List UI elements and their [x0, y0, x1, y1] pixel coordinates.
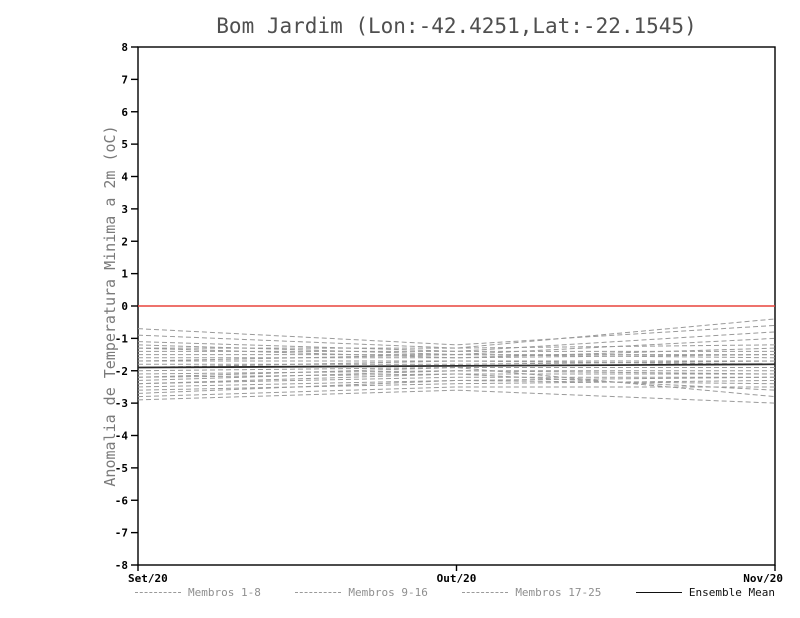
legend-label: Ensemble Mean	[688, 586, 775, 599]
svg-text:-4: -4	[115, 430, 129, 443]
svg-text:Set/20: Set/20	[128, 572, 168, 585]
svg-text:-3: -3	[115, 397, 128, 410]
svg-text:6: 6	[121, 106, 128, 119]
svg-text:1: 1	[121, 268, 128, 281]
svg-text:8: 8	[121, 41, 128, 54]
svg-text:Nov/20: Nov/20	[743, 572, 783, 585]
svg-text:7: 7	[121, 73, 128, 86]
legend-item-ensemble-mean: Ensemble Mean	[635, 586, 775, 599]
svg-text:-2: -2	[115, 365, 128, 378]
legend: Membros 1-8 Membros 9-16 Membros 17-25 E…	[135, 586, 775, 599]
dashed-line-icon	[135, 592, 181, 593]
legend-label: Membros 17-25	[515, 586, 602, 599]
svg-text:4: 4	[121, 171, 128, 184]
svg-text:-1: -1	[115, 332, 129, 345]
solid-line-icon	[635, 592, 682, 593]
svg-text:3: 3	[121, 203, 128, 216]
legend-label: Membros 1-8	[188, 586, 261, 599]
dashed-line-icon	[462, 592, 509, 593]
svg-text:-5: -5	[115, 462, 128, 475]
svg-text:Out/20: Out/20	[437, 572, 477, 585]
svg-text:-7: -7	[115, 527, 128, 540]
legend-label: Membros 9-16	[348, 586, 428, 599]
chart-title: Bom Jardim (Lon:-42.4251,Lat:-22.1545)	[216, 14, 697, 38]
legend-item-membros-9-16: Membros 9-16	[295, 586, 428, 599]
svg-text:0: 0	[121, 300, 128, 313]
legend-item-membros-17-25: Membros 17-25	[462, 586, 601, 599]
svg-text:2: 2	[121, 235, 128, 248]
legend-item-membros-1-8: Membros 1-8	[135, 586, 261, 599]
svg-text:5: 5	[121, 138, 128, 151]
dashed-line-icon	[295, 592, 342, 593]
svg-text:-8: -8	[115, 559, 128, 572]
svg-text:-6: -6	[115, 494, 129, 507]
